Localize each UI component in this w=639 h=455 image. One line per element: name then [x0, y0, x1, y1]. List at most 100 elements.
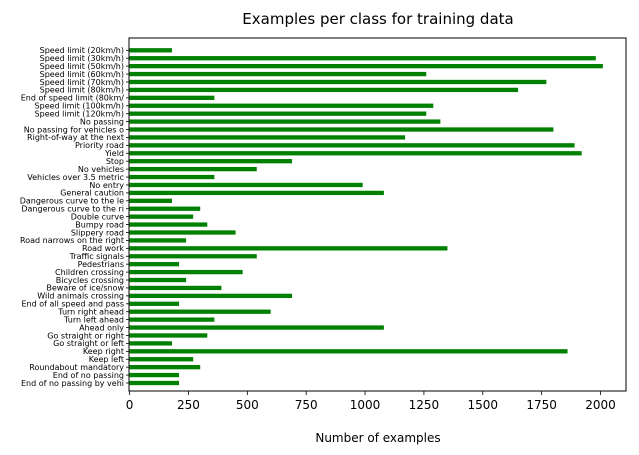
y-tick-label: Turn left ahead — [63, 315, 124, 324]
bar — [129, 333, 208, 338]
bar — [129, 372, 180, 378]
x-axis-ticks: 0 250 500 750 1000 1250 1500 1750 2000 — [126, 391, 616, 412]
y-tick-label: Wild animals crossing — [37, 292, 124, 301]
y-tick-label: Dangerous curve to the ri — [21, 205, 124, 214]
y-tick-label: Stop — [106, 157, 124, 166]
bar — [129, 143, 575, 148]
bar — [129, 111, 427, 116]
bar — [129, 285, 222, 291]
bar — [129, 238, 187, 243]
y-tick-label: Speed limit (80km/h) — [40, 86, 124, 95]
y-tick-label: Keep left — [89, 355, 124, 364]
bar — [129, 309, 271, 314]
y-tick-label: Keep right — [83, 347, 124, 356]
y-tick-label: Children crossing — [55, 268, 124, 277]
y-tick-label: End of all speed and pass — [21, 300, 124, 309]
bar — [129, 198, 172, 203]
y-tick-label: Beware of ice/snow — [46, 284, 124, 293]
y-tick-label: No passing for vehicles o — [24, 125, 124, 134]
bar — [129, 159, 293, 164]
y-tick-label: Speed limit (20km/h) — [40, 46, 124, 55]
bar — [129, 103, 434, 108]
y-tick-label: Ahead only — [79, 323, 124, 332]
y-tick-label: Vehicles over 3.5 metric — [27, 173, 124, 182]
y-tick-label: Speed limit (30km/h) — [40, 54, 124, 63]
bar — [129, 365, 201, 370]
y-tick-label: Yield — [104, 149, 124, 158]
bar — [129, 254, 257, 259]
bar — [129, 95, 215, 100]
y-tick-label: Turn right ahead — [57, 308, 124, 317]
bar — [129, 206, 201, 211]
bar — [129, 293, 293, 299]
bar — [129, 230, 236, 235]
bar — [129, 166, 257, 172]
bar — [129, 56, 596, 61]
x-tick-label: 750 — [295, 398, 318, 412]
bar — [129, 214, 194, 219]
bar — [129, 127, 554, 132]
bar — [129, 325, 384, 330]
y-tick-label: End of no passing by vehi — [21, 379, 124, 388]
bar — [129, 269, 243, 275]
y-tick-label: Speed limit (120km/h) — [35, 109, 124, 118]
y-tick-label: Go straight or left — [53, 339, 124, 348]
y-tick-label: Slippery road — [71, 228, 124, 237]
bar — [129, 71, 427, 77]
bar — [129, 119, 441, 124]
y-tick-label: Bumpy road — [75, 220, 124, 229]
y-tick-label: Go straight or right — [47, 331, 124, 340]
bar — [129, 317, 215, 322]
bar — [129, 301, 180, 306]
bar — [129, 174, 215, 180]
bar — [129, 190, 384, 196]
y-axis-ticks: Speed limit (20km/h)Speed limit (30km/h)… — [20, 46, 129, 388]
x-tick-label: 0 — [126, 398, 134, 412]
y-tick-label: Right-of-way at the next — [27, 133, 124, 142]
bar — [129, 135, 406, 140]
bar — [129, 262, 180, 267]
bar — [129, 48, 172, 53]
y-tick-label: General caution — [60, 189, 124, 198]
y-tick-label: Road narrows on the right — [20, 236, 124, 245]
y-tick-label: Double curve — [71, 212, 124, 221]
bar — [129, 380, 180, 386]
chart-title: Examples per class for training data — [242, 10, 513, 28]
x-tick-label: 1250 — [409, 398, 440, 412]
bar — [129, 87, 519, 93]
x-tick-label: 2000 — [585, 398, 616, 412]
y-tick-label: Pedestrians — [78, 260, 124, 269]
y-tick-label: Speed limit (70km/h) — [40, 78, 124, 87]
bar — [129, 357, 194, 362]
bar — [129, 277, 187, 283]
plot-frame — [128, 37, 627, 392]
x-tick-label: 500 — [236, 398, 259, 412]
y-tick-label: End of speed limit (80km/ — [21, 94, 125, 103]
bar — [129, 341, 172, 346]
y-tick-label: Bicycles crossing — [56, 276, 124, 285]
x-tick-label: 1500 — [468, 398, 499, 412]
x-tick-label: 1750 — [526, 398, 557, 412]
y-tick-label: Priority road — [75, 141, 124, 150]
y-tick-label: Speed limit (60km/h) — [40, 70, 124, 79]
x-tick-label: 250 — [177, 398, 200, 412]
y-tick-label: Speed limit (100km/h) — [35, 102, 124, 111]
bar — [129, 79, 547, 85]
x-axis-label: Number of examples — [315, 431, 440, 445]
bar — [129, 349, 568, 354]
y-tick-label: No passing — [80, 117, 124, 126]
bars-group — [129, 48, 603, 386]
y-tick-label: Traffic signals — [69, 252, 124, 261]
y-tick-label: Roundabout mandatory — [29, 363, 124, 372]
bar — [129, 182, 363, 188]
y-tick-label: Speed limit (50km/h) — [40, 62, 124, 71]
bar — [129, 246, 448, 251]
y-tick-label: No vehicles — [78, 165, 124, 174]
y-tick-label: Road work — [82, 244, 124, 253]
y-tick-label: No entry — [89, 181, 124, 190]
bar — [129, 222, 208, 227]
y-tick-label: Dangerous curve to the le — [20, 197, 124, 206]
y-tick-label: End of no passing — [53, 371, 124, 380]
x-tick-label: 1000 — [350, 398, 381, 412]
